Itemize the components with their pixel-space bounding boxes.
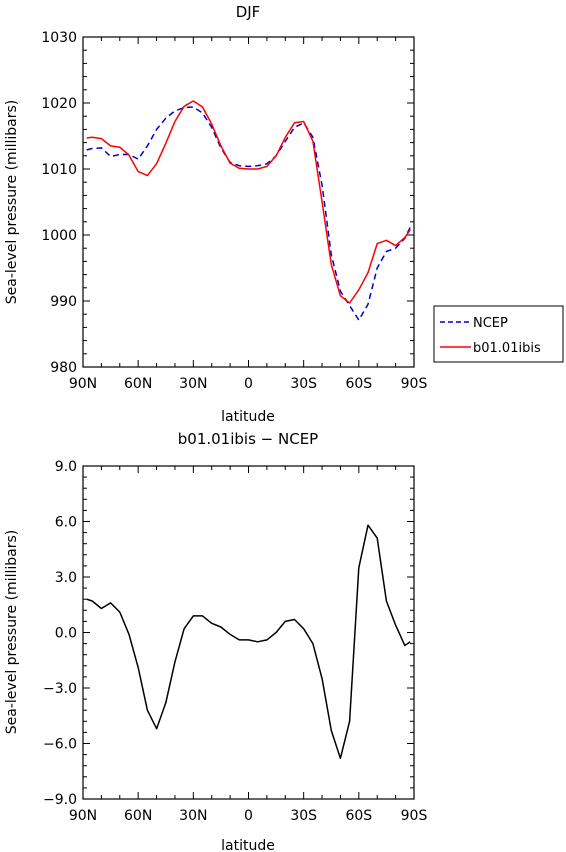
chart-1-x-axis-label: latitude [221,409,275,425]
chart-2-y-axis-label: Sea-level pressure (millibars) [4,530,20,734]
chart-2-series-group [86,524,411,760]
chart-1-plot-frame [82,36,415,368]
chart-2-y-tick-label: −9.0 [43,792,77,808]
chart-1-y-tick-label: 1020 [41,96,77,112]
chart-2-series-difference-line [86,524,411,760]
chart-2: b01.01ibis − NCEP −9.0−6.0−3.00.03.06.09… [4,430,427,852]
chart-1-title: DJF [236,3,261,21]
chart-2-y-tick-label: 0.0 [55,626,77,642]
chart-2-x-tick-label: 60S [345,808,372,824]
chart-2-x-axis: 90N 60N 30N 0 30S 60S 90S [69,466,428,824]
chart-2-x-tick-label: 30N [179,808,207,824]
chart-1-y-tick-label: 980 [50,360,77,376]
chart-2-y-tick-label: −6.0 [43,737,77,753]
chart-1-x-tick-label: 90S [401,376,428,392]
chart-2-plot-frame [82,465,415,800]
chart-2-y-tick-label: 6.0 [55,515,77,531]
chart-1-x-tick-label: 0 [244,376,253,392]
chart-1-y-tick-label: 1000 [41,228,77,244]
chart-1-y-tick-label: 1010 [41,162,77,178]
chart-1: DJF 980 990 1000 1010 1020 1030 90N 60N 30N 0 30S… [4,3,564,425]
chart-2-y-tick-label: −3.0 [43,681,77,697]
chart-2-y-tick-label: 3.0 [55,570,77,586]
chart-2-x-tick-label: 30S [290,808,317,824]
chart-1-y-tick-label: 990 [50,294,77,310]
chart-1-series-b01-01ibis-line [86,100,411,304]
chart-1-series-ncep-line [86,106,411,321]
legend-label-model: b01.01ibis [473,341,541,356]
chart-1-x-tick-label: 60N [124,376,152,392]
chart-2-x-axis-label: latitude [221,838,275,852]
legend-label-ncep: NCEP [473,316,508,331]
chart-2-y-axis: −9.0 −6.0 −3.0 0.0 3.0 6.0 9.0 [43,459,414,808]
chart-1-x-tick-label: 60S [345,376,372,392]
chart-1-legend: NCEP b01.01ibis [433,305,564,363]
chart-1-series-group [86,100,411,321]
chart-1-x-tick-label: 90N [69,376,97,392]
chart-2-y-tick-label: 9.0 [55,459,77,475]
chart-1-x-tick-label: 30N [179,376,207,392]
chart-2-title: b01.01ibis − NCEP [178,430,318,448]
chart-2-x-tick-label: 0 [244,808,253,824]
legend-box [433,305,564,363]
chart-1-x-tick-label: 30S [290,376,317,392]
chart-2-x-tick-label: 90S [401,808,428,824]
chart-1-y-axis: 980 990 1000 1010 1020 1030 [41,30,414,376]
chart-2-x-tick-label: 90N [69,808,97,824]
chart-2-x-tick-label: 60N [124,808,152,824]
chart-1-x-axis: 90N 60N 30N 0 30S 60S 90S [69,37,428,392]
chart-1-y-tick-label: 1030 [41,30,77,46]
chart-1-y-axis-label: Sea-level pressure (millibars) [4,100,20,304]
